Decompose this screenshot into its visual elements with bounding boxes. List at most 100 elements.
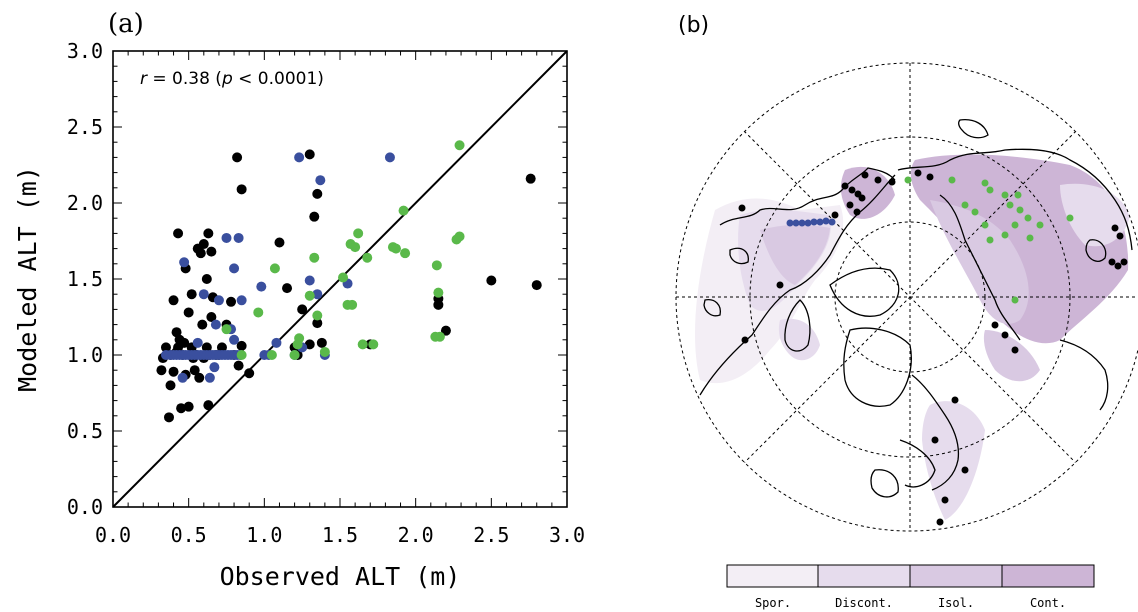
map-site-black bbox=[1114, 262, 1122, 270]
x-tick-label: 2.5 bbox=[473, 523, 509, 547]
scatter-point-black bbox=[165, 380, 176, 391]
map-site-black bbox=[776, 281, 784, 289]
map-boundary bbox=[675, 62, 1138, 532]
isolated-zone-canada bbox=[760, 224, 830, 285]
scatter-point-green bbox=[338, 272, 349, 283]
map-site-points bbox=[738, 169, 1128, 526]
map-site-black bbox=[738, 204, 746, 212]
scatter-point-green bbox=[312, 310, 323, 321]
map-site-blue bbox=[798, 219, 806, 227]
map-site-green bbox=[961, 201, 969, 209]
scatter-point-green bbox=[434, 331, 445, 342]
map-site-black bbox=[831, 211, 839, 219]
scatter-point-green bbox=[454, 231, 465, 242]
map-site-blue bbox=[804, 219, 812, 227]
y-tick-label: 3.0 bbox=[67, 39, 103, 63]
x-tick-label: 3.0 bbox=[549, 523, 585, 547]
scatter-point-blue bbox=[271, 337, 282, 348]
scatter-point-blue bbox=[304, 275, 315, 286]
map-site-black bbox=[874, 176, 882, 184]
scatter-point-black bbox=[282, 283, 293, 294]
map-site-green bbox=[948, 176, 956, 184]
x-tick-label: 0.0 bbox=[95, 523, 131, 547]
scatter-point-black bbox=[486, 275, 497, 286]
scatter-point-green bbox=[433, 287, 444, 298]
scatter-point-black bbox=[160, 342, 171, 353]
map-site-green bbox=[904, 176, 912, 184]
map-site-blue bbox=[816, 218, 824, 226]
map-site-black bbox=[914, 169, 922, 177]
scatter-point-blue bbox=[198, 289, 209, 300]
map-site-black bbox=[848, 186, 856, 194]
scatter-point-black bbox=[297, 304, 308, 315]
map-site-black bbox=[1108, 258, 1116, 266]
scatter-point-blue bbox=[236, 295, 247, 306]
scatter-point-green bbox=[289, 350, 300, 360]
y-tick-label: 0.5 bbox=[67, 419, 103, 443]
map-site-black bbox=[846, 201, 854, 209]
scatter-point-green bbox=[221, 324, 232, 335]
scatter-point-green bbox=[431, 260, 442, 271]
panel-a: (a) 0.0 0.5 1.0 1.5 2.0 2.5 3.0 0.0 0.5 1.0 1.5 2.0… bbox=[13, 9, 585, 591]
scatter-point-black bbox=[201, 342, 212, 353]
panel-b-label: (b) bbox=[678, 13, 709, 38]
scatter-point-black bbox=[232, 152, 243, 163]
scatter-point-green bbox=[294, 333, 305, 344]
plot-frame bbox=[112, 50, 568, 508]
scatter-point-blue bbox=[229, 334, 240, 345]
scatter-point-black bbox=[197, 319, 208, 330]
legend-swatch-spor bbox=[726, 564, 819, 588]
scatter-point-blue bbox=[294, 152, 305, 163]
map-site-black bbox=[1001, 331, 1009, 339]
scatter-point-black bbox=[186, 289, 197, 300]
legend-label-isol: Isol. bbox=[938, 596, 974, 610]
scatter-point-black bbox=[316, 337, 327, 348]
map-site-green bbox=[971, 208, 979, 216]
x-axis-label: Observed ALT (m) bbox=[220, 562, 461, 591]
map-site-blue bbox=[786, 219, 794, 227]
scatter-point-green bbox=[350, 242, 361, 253]
scatter-point-green bbox=[269, 263, 280, 274]
map-site-black bbox=[1116, 232, 1124, 240]
discontinuous-zone-scandinavia bbox=[922, 401, 985, 520]
legend-label-cont: Cont. bbox=[1030, 596, 1066, 610]
map-site-black bbox=[853, 208, 861, 216]
scatter-point-black bbox=[309, 211, 320, 222]
scatter-chart: 0.0 0.5 1.0 1.5 2.0 2.5 3.0 0.0 0.5 1.0 1.5 2.0 2.5 3… bbox=[13, 39, 585, 591]
scatter-point-black bbox=[168, 366, 179, 377]
scatter-point-black bbox=[198, 239, 209, 250]
discontinuous-zone-east bbox=[1060, 183, 1130, 247]
scatter-point-black bbox=[195, 248, 206, 259]
scatter-point-black bbox=[173, 228, 184, 239]
scatter-point-green bbox=[353, 228, 364, 239]
scatter-point-black bbox=[236, 340, 247, 351]
scatter-point-black bbox=[274, 237, 285, 248]
scatter-point-black bbox=[183, 401, 194, 412]
scatter-point-black bbox=[304, 339, 315, 350]
scatter-point-black bbox=[163, 412, 174, 423]
scatter-point-green bbox=[309, 252, 320, 263]
legend-swatch-isol bbox=[909, 564, 1003, 588]
map-site-black bbox=[926, 173, 934, 181]
map-site-green bbox=[986, 236, 994, 244]
map-site-black bbox=[1011, 346, 1019, 354]
map-site-green bbox=[1036, 221, 1044, 229]
scatter-point-blue bbox=[179, 257, 190, 268]
scatter-point-black bbox=[244, 368, 255, 379]
scatter-point-green bbox=[398, 205, 409, 216]
panel-b: (b) bbox=[675, 13, 1138, 610]
map-site-black bbox=[1111, 224, 1119, 232]
scatter-point-green bbox=[236, 350, 247, 360]
map-site-black bbox=[941, 496, 949, 504]
scatter-point-blue bbox=[204, 372, 215, 383]
permafrost-legend: Spor. Discont. Isol. Cont. bbox=[726, 564, 1095, 610]
map-site-blue bbox=[810, 218, 818, 226]
scatter-point-blue bbox=[256, 281, 267, 292]
scatter-point-black bbox=[312, 318, 323, 329]
x-tick-label: 1.0 bbox=[246, 523, 282, 547]
scatter-point-black bbox=[233, 360, 244, 371]
scatter-point-green bbox=[266, 350, 277, 360]
scatter-point-green bbox=[357, 339, 368, 350]
scatter-point-black bbox=[176, 403, 187, 414]
